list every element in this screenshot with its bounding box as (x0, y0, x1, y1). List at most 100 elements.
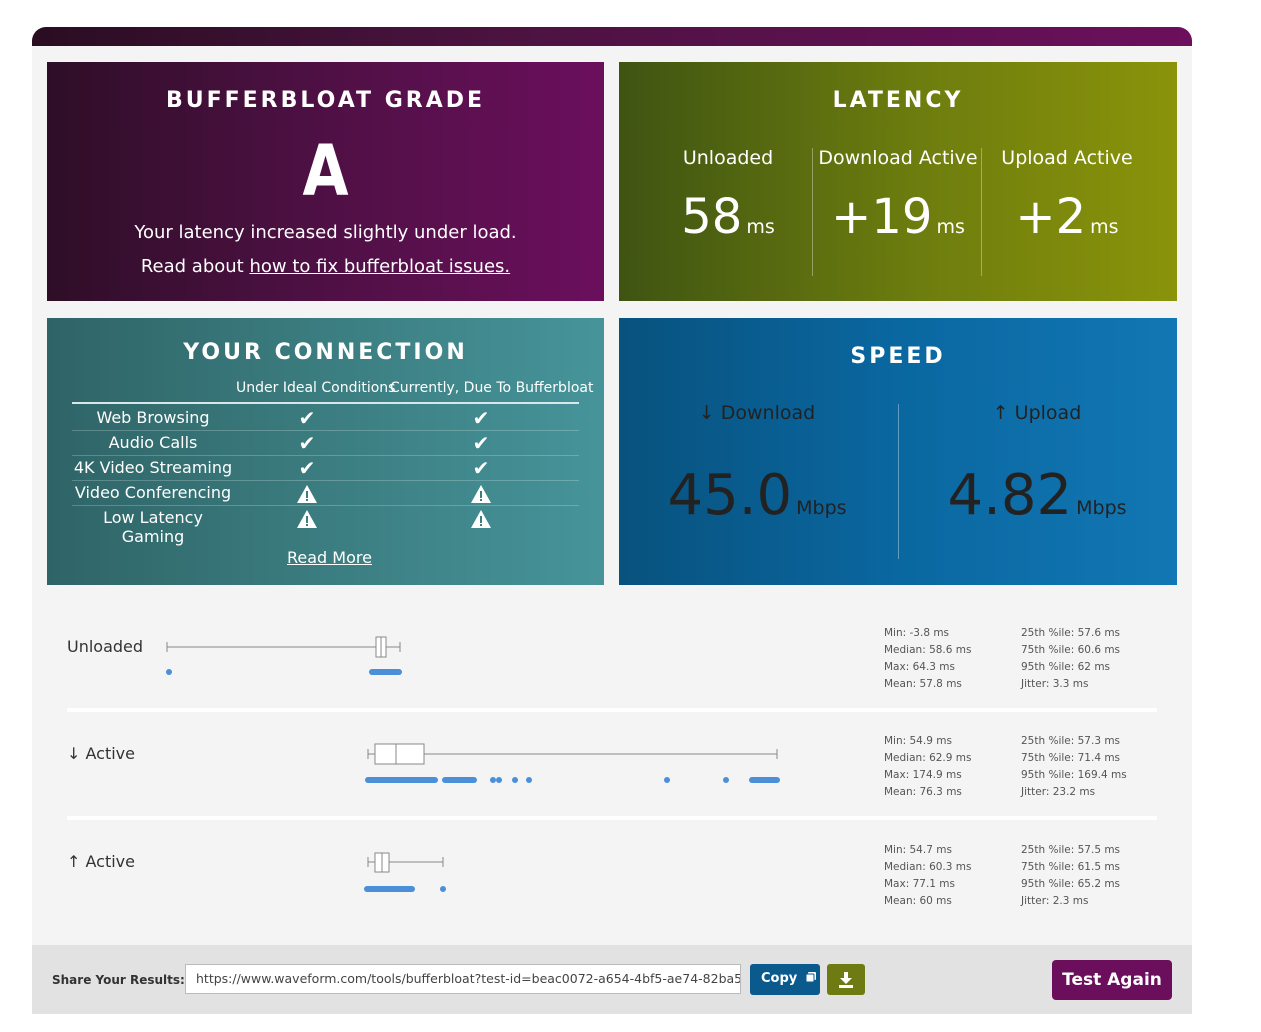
connection-title: YOUR CONNECTION (183, 340, 468, 365)
latency-unit: ms (746, 216, 775, 238)
stat-p95: 95th %ile: 65.2 ms (1021, 878, 1121, 890)
latency-download-value: +19 (831, 189, 933, 245)
plot-separator (67, 708, 1157, 712)
stat-min: Min: -3.8 ms (884, 627, 950, 639)
connection-row-name: 4K Video Streaming (73, 458, 233, 477)
latency-divider (981, 148, 982, 276)
connection-row: 4K Video Streaming ✔ ✔ (72, 455, 579, 481)
latency-divider (812, 148, 813, 276)
speed-unit: Mbps (796, 497, 847, 519)
upload-stats-right: 25th %ile: 57.5 ms 75th %ile: 61.5 ms 95… (1021, 842, 1120, 910)
connection-row: Video Conferencing (72, 480, 579, 506)
share-url-input[interactable]: https://www.waveform.com/tools/bufferblo… (185, 964, 741, 994)
upload-value: 4.82 (947, 463, 1073, 528)
speed-divider (898, 404, 899, 559)
download-stats-right: 25th %ile: 57.3 ms 75th %ile: 71.4 ms 95… (1021, 733, 1127, 801)
connection-header-rule (72, 402, 579, 404)
check-icon: ✔ (472, 456, 490, 480)
upload-label: ↑ Upload (992, 402, 1082, 424)
share-label: Share Your Results: (52, 973, 185, 987)
stat-p25: 25th %ile: 57.5 ms (1021, 844, 1121, 856)
speed-unit: Mbps (1076, 497, 1127, 519)
connection-row-name: Low Latency Gaming (103, 508, 203, 546)
check-icon: ✔ (298, 431, 316, 455)
connection-row-name: Web Browsing (96, 408, 210, 427)
plot-label-upload-active: ↑ Active (67, 852, 135, 871)
read-about-prefix: Read about (140, 256, 250, 277)
check-icon: ✔ (472, 431, 490, 455)
connection-current-header: Currently, Due To Bufferbloat (390, 380, 594, 396)
stat-p95: 95th %ile: 169.4 ms (1021, 769, 1127, 781)
top-accent-bar (32, 27, 1192, 47)
unloaded-stats-right: 25th %ile: 57.6 ms 75th %ile: 60.6 ms 95… (1021, 625, 1120, 693)
grade-title: BUFFERBLOAT GRADE (165, 88, 486, 113)
stat-p95: 95th %ile: 62 ms (1021, 661, 1111, 673)
stat-jitter: Jitter: 3.3 ms (1021, 678, 1089, 690)
warning-icon (297, 510, 317, 528)
stat-median: Median: 62.9 ms (884, 752, 972, 764)
stat-min: Min: 54.7 ms (884, 844, 952, 856)
read-more-link[interactable]: Read More (287, 548, 372, 567)
stat-mean: Mean: 60 ms (884, 895, 952, 907)
check-icon: ✔ (472, 406, 490, 430)
latency-title: LATENCY (832, 88, 964, 113)
warning-icon (471, 510, 491, 528)
plot-label-unloaded: Unloaded (67, 637, 144, 656)
speed-title: SPEED (850, 344, 946, 369)
latency-upload-label: Upload Active (1001, 147, 1133, 169)
latency-unloaded-value: 58 (681, 189, 743, 245)
stat-jitter: Jitter: 2.3 ms (1021, 895, 1089, 907)
check-icon: ✔ (298, 406, 316, 430)
stat-max: Max: 174.9 ms (884, 769, 962, 781)
copy-button[interactable]: Copy (750, 964, 820, 995)
stat-median: Median: 58.6 ms (884, 644, 972, 656)
upload-stats-left: Min: 54.7 ms Median: 60.3 ms Max: 77.1 m… (884, 842, 971, 910)
download-value: 45.0 (667, 463, 793, 528)
latency-download-active: Download Active +19 ms (813, 147, 983, 251)
connection-row: Audio Calls ✔ ✔ (72, 430, 579, 456)
latency-card: LATENCY Unloaded 58 ms Download Active +1… (619, 62, 1177, 301)
stat-p75: 75th %ile: 61.5 ms (1021, 861, 1121, 873)
stat-p25: 25th %ile: 57.6 ms (1021, 627, 1121, 639)
latency-unit: ms (936, 216, 965, 238)
download-icon (839, 972, 853, 988)
speed-card: SPEED (619, 318, 1177, 585)
speed-download: ↓ Download 45.0 Mbps (637, 402, 877, 536)
speed-upload: ↑ Upload 4.82 Mbps (917, 402, 1157, 536)
plot-label-download-active: ↓ Active (67, 744, 135, 763)
stat-max: Max: 77.1 ms (884, 878, 955, 890)
download-stats-left: Min: 54.9 ms Median: 62.9 ms Max: 174.9 … (884, 733, 971, 801)
download-results-button[interactable] (827, 964, 865, 995)
connection-row-name: Audio Calls (108, 433, 198, 452)
unloaded-stats-left: Min: -3.8 ms Median: 58.6 ms Max: 64.3 m… (884, 625, 971, 693)
boxplot-upload-active (364, 852, 446, 892)
stat-p25: 25th %ile: 57.3 ms (1021, 735, 1121, 747)
stat-mean: Mean: 76.3 ms (884, 786, 962, 798)
latency-unloaded-label: Unloaded (682, 147, 774, 169)
connection-row: Low Latency Gaming (72, 505, 579, 546)
connection-row-name: Video Conferencing (74, 483, 232, 502)
copy-label: Copy (761, 971, 798, 986)
fix-bufferbloat-link[interactable]: how to fix bufferbloat issues. (249, 256, 511, 277)
connection-card: YOUR CONNECTION (47, 318, 604, 585)
copy-icon (805, 972, 816, 983)
boxplot-download-active (365, 743, 780, 783)
boxplot-unloaded (166, 636, 402, 675)
stat-min: Min: 54.9 ms (884, 735, 952, 747)
connection-ideal-header: Under Ideal Conditions (236, 380, 396, 396)
stat-median: Median: 60.3 ms (884, 861, 972, 873)
latency-unloaded: Unloaded 58 ms (643, 147, 813, 251)
warning-icon (471, 485, 491, 503)
bufferbloat-grade-card: BUFFERBLOAT GRADE A Your latency increas… (47, 62, 604, 301)
stat-p75: 75th %ile: 60.6 ms (1021, 644, 1121, 656)
plot-separator (67, 816, 1157, 820)
warning-icon (297, 485, 317, 503)
stat-p75: 75th %ile: 71.4 ms (1021, 752, 1121, 764)
latency-upload-active: Upload Active +2 ms (982, 147, 1152, 251)
stat-jitter: Jitter: 23.2 ms (1021, 786, 1096, 798)
latency-download-label: Download Active (818, 147, 978, 169)
test-again-button[interactable]: Test Again (1052, 960, 1172, 1000)
stat-mean: Mean: 57.8 ms (884, 678, 962, 690)
connection-row: Web Browsing ✔ ✔ (72, 405, 579, 431)
